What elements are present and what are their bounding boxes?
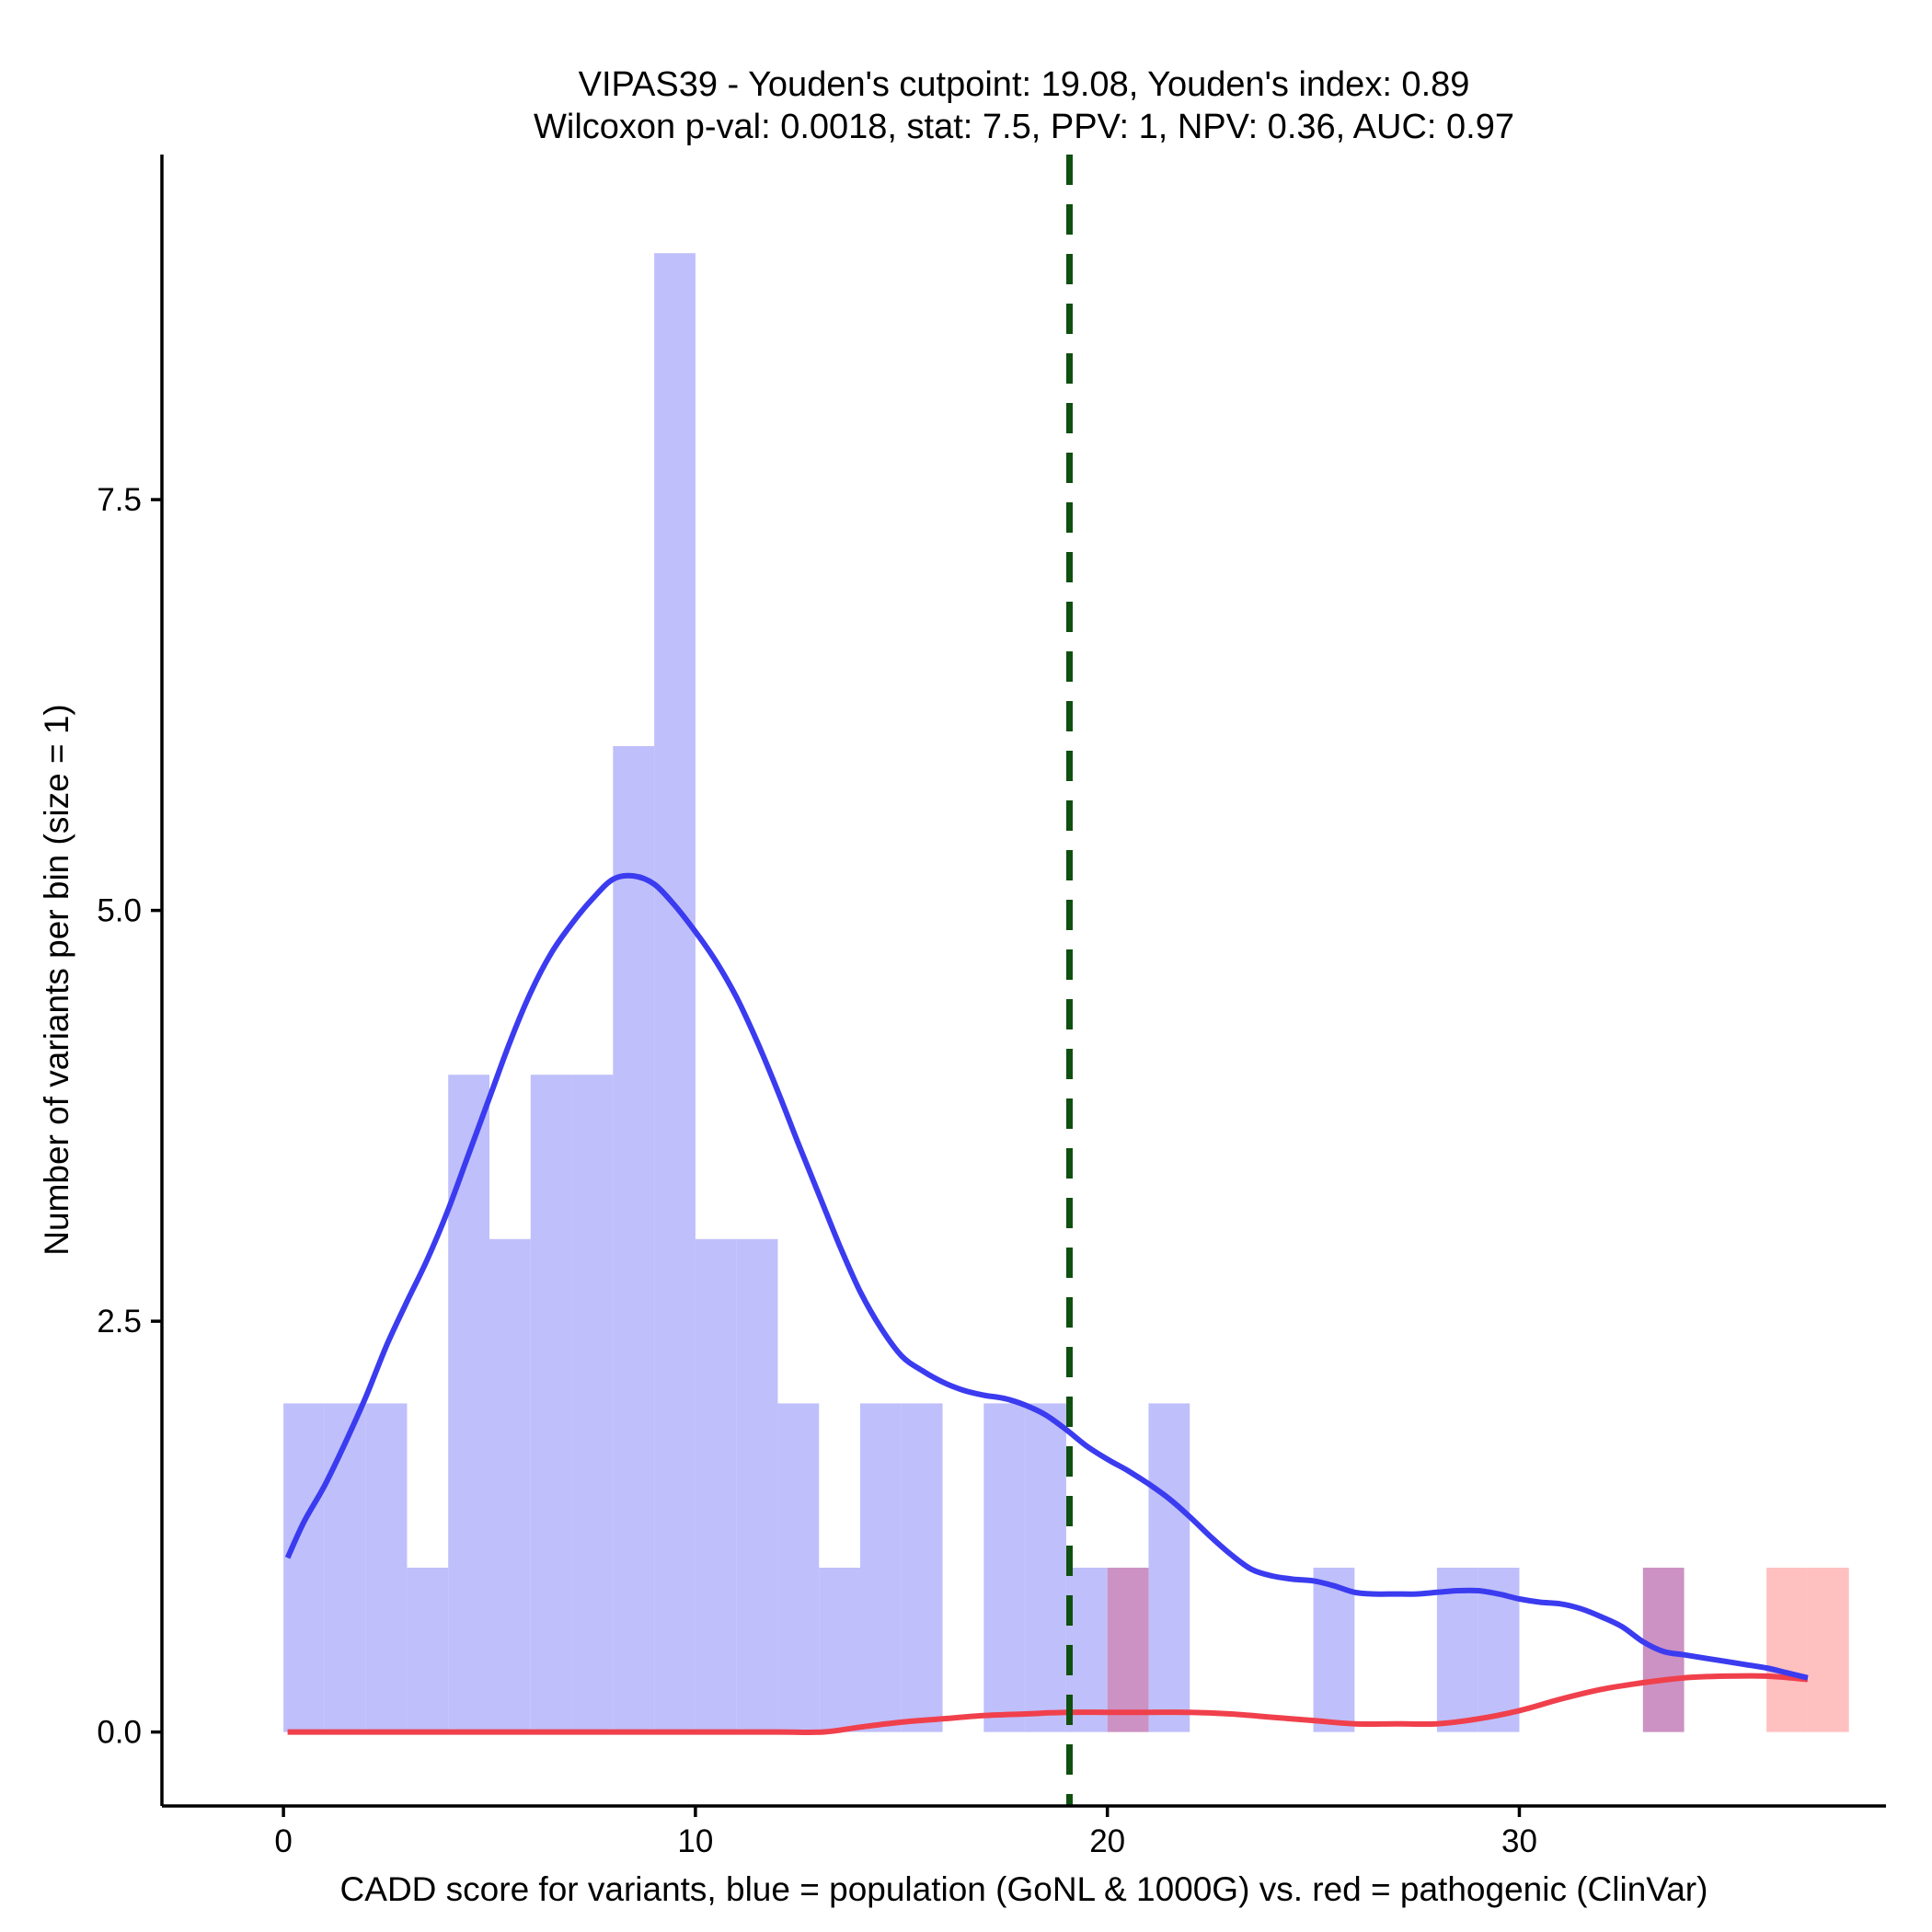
population-bar [1313, 1568, 1355, 1732]
population-bar [901, 1403, 943, 1732]
population-bar [489, 1238, 531, 1732]
x-tick-label: 20 [1089, 1823, 1125, 1859]
population-bar [1025, 1403, 1066, 1732]
axes-layer [160, 155, 1886, 1808]
population-bar [407, 1568, 449, 1732]
population-bar [1148, 1403, 1190, 1732]
population-bar [983, 1403, 1026, 1732]
x-axis-label: CADD score for variants, blue = populati… [340, 1870, 1708, 1908]
population-density-line [284, 872, 1809, 1681]
population-bar [736, 1238, 778, 1732]
y-tick-label: 0.0 [97, 1715, 142, 1751]
population-bar [819, 1568, 861, 1732]
chart-title-line-1: VIPAS39 - Youden's cutpoint: 19.08, Youd… [579, 65, 1470, 104]
chart-title-line-2: Wilcoxon p-val: 0.0018, stat: 7.5, PPV: … [534, 108, 1514, 146]
x-tick-label: 0 [274, 1823, 292, 1859]
population-bar [860, 1403, 902, 1732]
population-bar [448, 1075, 489, 1732]
ticks-layer: 0 10 20 30 0.0 2.5 5.0 7.5 [97, 482, 1537, 1859]
curves-layer [284, 872, 1809, 1735]
x-tick-label: 10 [677, 1823, 713, 1859]
population-bar [571, 1075, 614, 1732]
y-tick-label: 7.5 [97, 482, 142, 518]
y-tick-label: 2.5 [97, 1304, 142, 1340]
x-tick-label: 30 [1501, 1823, 1537, 1859]
population-bar [695, 1238, 737, 1732]
bars-layer [283, 253, 1849, 1732]
population-bar [530, 1075, 572, 1732]
population-bar [777, 1403, 820, 1732]
population-bar [1436, 1568, 1478, 1732]
population-bar [324, 1403, 366, 1732]
pathogenic-density-line [287, 1673, 1809, 1735]
population-bar [283, 1403, 325, 1732]
population-bar [1065, 1568, 1108, 1732]
population-bar [365, 1403, 408, 1732]
population-bar [654, 253, 696, 1732]
population-bar [613, 745, 655, 1732]
y-axis-label: Number of variants per bin (size = 1) [38, 704, 75, 1255]
pathogenic-bar [1807, 1568, 1849, 1732]
pathogenic-bar [1766, 1568, 1808, 1732]
y-tick-label: 5.0 [97, 893, 142, 929]
overlap-bar [1107, 1568, 1149, 1732]
